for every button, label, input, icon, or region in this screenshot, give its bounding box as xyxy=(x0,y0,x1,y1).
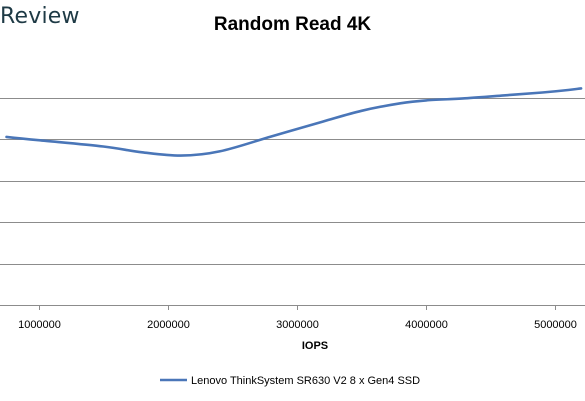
brand-logo-text: Review xyxy=(0,4,80,29)
x-axis-title: IOPS xyxy=(302,340,328,352)
x-tick-label-2: 3000000 xyxy=(276,319,319,331)
gridlines xyxy=(0,98,585,306)
x-axis-ticks: 1000000 2000000 3000000 4000000 5000000 xyxy=(18,305,577,331)
x-tick-label-4: 5000000 xyxy=(534,319,577,331)
legend-label-0: Lenovo ThinkSystem SR630 V2 8 x Gen4 SSD xyxy=(191,375,420,387)
series-line-0 xyxy=(5,87,583,157)
x-tick-label-3: 4000000 xyxy=(405,319,448,331)
x-tick-label-0: 1000000 xyxy=(18,319,61,331)
legend: Lenovo ThinkSystem SR630 V2 8 x Gen4 SSD xyxy=(160,375,420,387)
series-lines xyxy=(5,87,583,157)
chart-title: Random Read 4K xyxy=(213,14,372,35)
x-tick-label-1: 2000000 xyxy=(147,319,190,331)
